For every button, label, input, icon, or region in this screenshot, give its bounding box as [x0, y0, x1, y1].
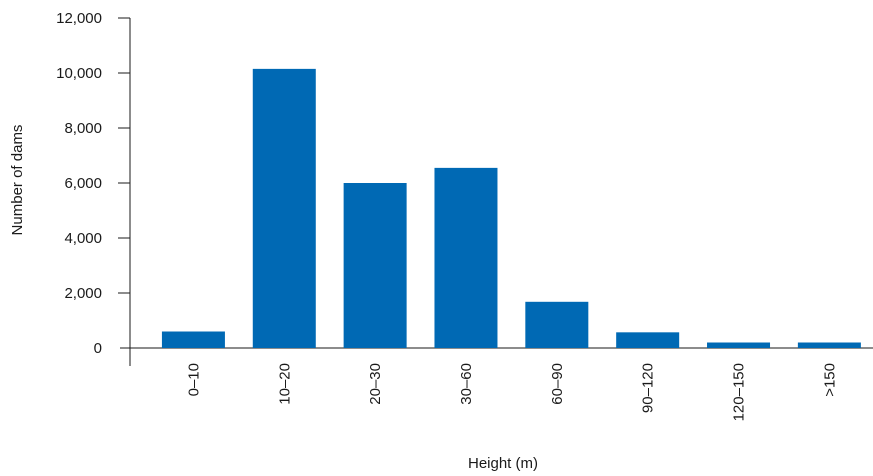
x-tick-label: 0–10 — [185, 363, 202, 396]
bars — [161, 68, 861, 348]
x-tick-labels: 0–10 10–20 20–30 30–60 60–90 90–120 120–150 >15… — [185, 363, 838, 421]
x-tick-label: 60–90 — [549, 363, 566, 405]
bar — [616, 332, 680, 348]
bar — [343, 183, 407, 348]
bar — [161, 331, 225, 348]
x-tick-label: 90–120 — [640, 363, 657, 413]
bar — [707, 342, 771, 348]
y-axis-title: Number of dams — [9, 125, 26, 236]
x-tick-label: 120–150 — [731, 363, 748, 421]
x-tick-label: 20–30 — [367, 363, 384, 405]
bar — [252, 68, 316, 348]
bar — [434, 167, 498, 348]
y-tick-label: 8,000 — [64, 120, 102, 137]
x-axis-title: Height (m) — [468, 455, 538, 472]
y-axis — [118, 17, 131, 366]
y-tick-label: 0 — [94, 340, 102, 357]
y-tick-labels: 0 2,000 4,000 6,000 8,000 10,000 12,000 — [56, 10, 102, 357]
y-tick-label: 6,000 — [64, 175, 102, 192]
y-tick-label: 4,000 — [64, 230, 102, 247]
x-tick-label: 10–20 — [276, 363, 293, 405]
y-tick-label: 2,000 — [64, 285, 102, 302]
y-tick-label: 12,000 — [56, 10, 102, 27]
x-tick-label: 30–60 — [458, 363, 475, 405]
x-tick-label: >150 — [821, 363, 838, 397]
bar — [525, 301, 589, 348]
y-tick-label: 10,000 — [56, 65, 102, 82]
bar — [797, 342, 861, 348]
